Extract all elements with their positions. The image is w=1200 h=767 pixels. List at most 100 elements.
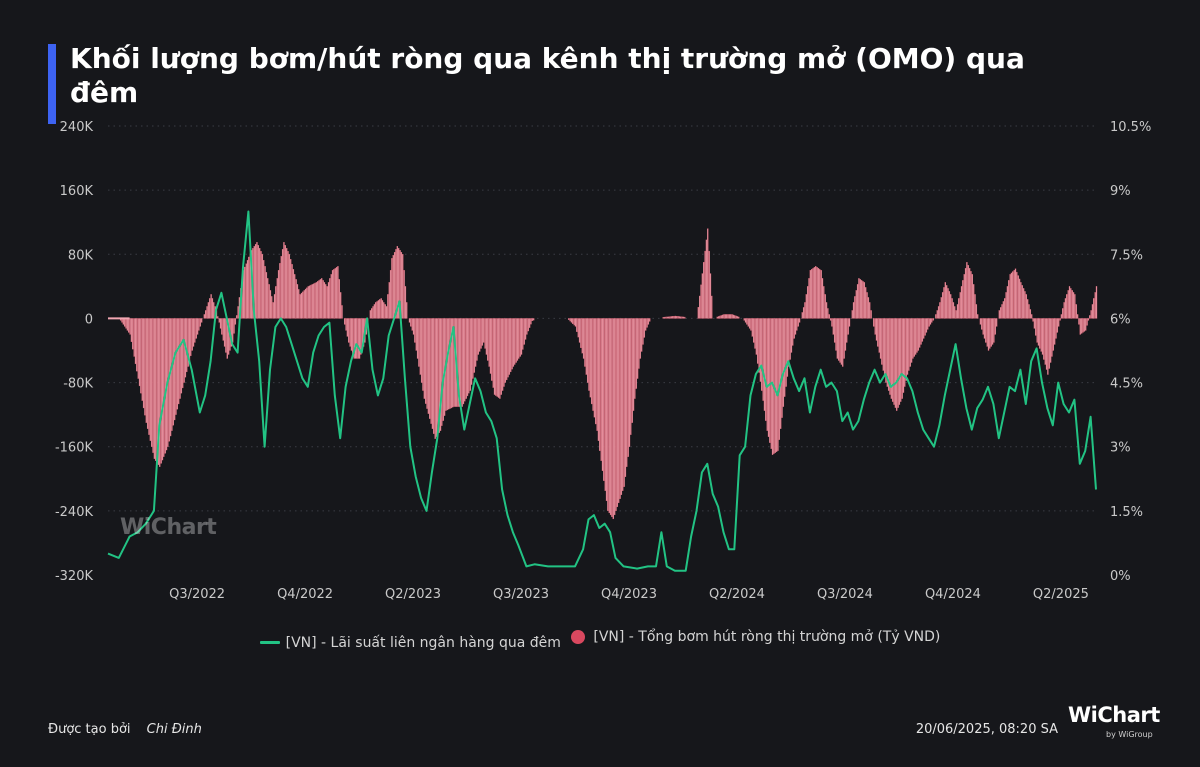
bar [1025, 294, 1027, 319]
bar [902, 318, 905, 393]
bar [912, 318, 914, 359]
bar [164, 318, 166, 454]
bar [439, 318, 442, 431]
bar [998, 310, 1000, 319]
bar [774, 318, 776, 453]
bar [788, 318, 790, 367]
bar [393, 252, 396, 319]
bar [130, 318, 133, 342]
bar [1064, 298, 1067, 319]
brand-byline: by WiGroup [1106, 730, 1153, 739]
bar [501, 318, 504, 391]
bar [458, 318, 461, 407]
bar [874, 318, 876, 335]
bar [186, 318, 188, 373]
bar [476, 318, 478, 361]
bar [775, 318, 778, 452]
x-tick-label: Q2/2025 [1033, 587, 1089, 602]
bar [280, 256, 282, 319]
bar [963, 274, 965, 319]
legend-item-bar[interactable]: [VN] - Tổng bơm hút ròng thị trường mở (… [571, 629, 940, 645]
bar [604, 318, 606, 491]
x-tick-label: Q4/2023 [601, 587, 657, 602]
bar [258, 248, 261, 319]
bar [180, 318, 183, 394]
bar [331, 270, 334, 319]
bar [1094, 292, 1096, 319]
bar [905, 318, 907, 381]
legend-line-swatch [259, 641, 280, 644]
bar [920, 318, 922, 345]
bar [321, 278, 323, 319]
bar [254, 244, 257, 319]
bar [747, 318, 749, 327]
bar [601, 318, 604, 471]
bar [326, 286, 328, 319]
interbank-rate-line [107, 210, 1097, 572]
bar [570, 318, 573, 323]
bar [523, 318, 525, 345]
bar [319, 279, 322, 319]
bar [134, 318, 137, 365]
bar [727, 314, 729, 319]
bar [982, 318, 984, 335]
bar [383, 302, 385, 319]
bar [817, 268, 820, 319]
bar [609, 318, 612, 516]
bar [1067, 290, 1069, 319]
bar [441, 318, 443, 426]
bar [824, 294, 826, 319]
bar [460, 318, 462, 407]
bar [804, 302, 806, 319]
brand-name: WiChart [1068, 703, 1160, 727]
bar [701, 273, 704, 319]
bar [754, 318, 756, 349]
bar [1086, 318, 1088, 326]
bar [592, 318, 594, 411]
bar [1060, 314, 1063, 319]
bar [161, 318, 164, 461]
bar [269, 290, 272, 319]
bar [1022, 288, 1025, 319]
bar [986, 318, 988, 347]
bar [225, 318, 227, 353]
bar [287, 251, 289, 319]
bar [630, 318, 632, 435]
bar [415, 318, 417, 351]
bar [797, 318, 799, 327]
bar [767, 318, 770, 437]
bar [312, 283, 315, 319]
bar [736, 316, 739, 319]
bar [936, 310, 938, 319]
bar [489, 318, 492, 374]
bar [169, 318, 172, 437]
x-tick-label: Q2/2023 [385, 587, 441, 602]
bar [144, 318, 146, 416]
bar [927, 318, 929, 330]
legend-item-line[interactable]: [VN] - Lãi suất liên ngân hàng qua đêm [259, 635, 561, 651]
bar [941, 292, 944, 319]
bar [196, 318, 199, 335]
bar [1063, 302, 1065, 319]
bar [622, 318, 624, 491]
bar [784, 318, 786, 397]
legend-bar-label: [VN] - Tổng bơm hút ròng thị trường mở (… [593, 629, 941, 645]
bar [870, 310, 872, 319]
brand-logo[interactable]: WiChart by WiGroup [1068, 703, 1160, 743]
bar [1049, 318, 1052, 363]
created-by-label: Được tạo bởi [48, 722, 131, 737]
bar [260, 251, 262, 319]
bar [1079, 318, 1081, 335]
bar [516, 318, 519, 361]
bar [218, 318, 220, 323]
bar [766, 318, 768, 431]
bar [616, 318, 619, 508]
bar [329, 278, 331, 319]
bar [426, 318, 428, 409]
bar [1024, 291, 1026, 319]
bar [914, 318, 917, 355]
bar [464, 318, 466, 402]
bar [717, 316, 720, 319]
line-series [107, 210, 1097, 572]
bar [512, 318, 515, 367]
